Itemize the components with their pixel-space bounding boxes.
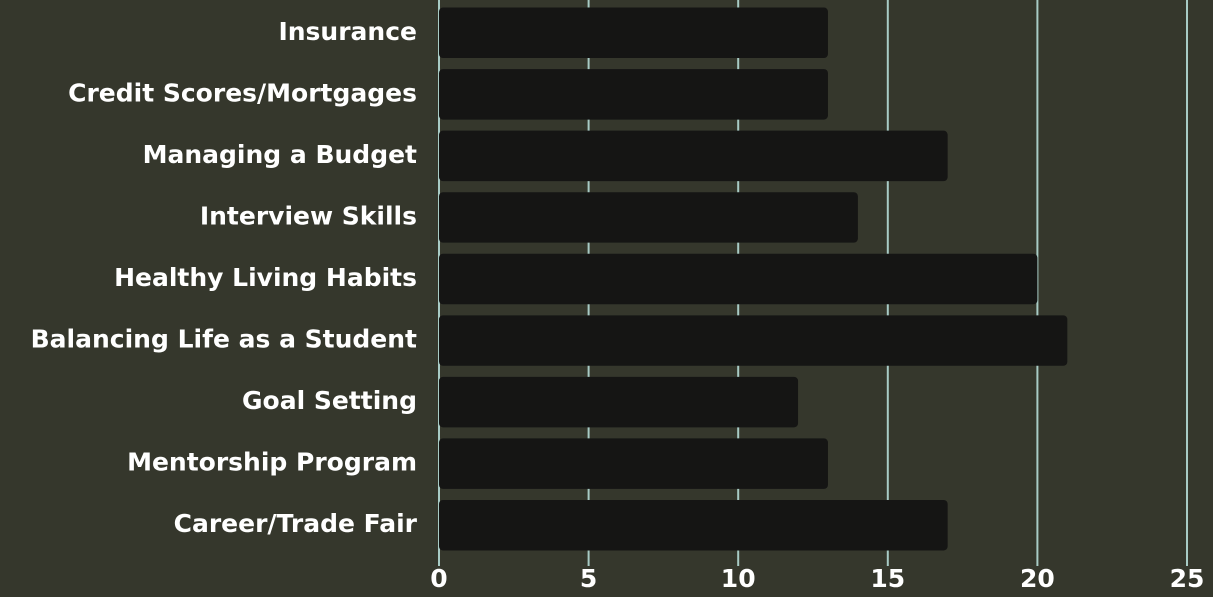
bar (439, 7, 828, 59)
bar (439, 192, 858, 243)
y-tick-label: Balancing Life as a Student (31, 325, 417, 354)
y-tick-label: Goal Setting (242, 386, 417, 415)
x-tick-label: 25 (1170, 564, 1205, 593)
bar (439, 253, 1038, 305)
bar (439, 130, 948, 182)
x-tick-label: 5 (580, 564, 597, 593)
y-tick-label: Managing a Budget (143, 140, 417, 169)
y-tick-label: Healthy Living Habits (114, 263, 417, 292)
bar (439, 69, 828, 120)
y-tick-label: Insurance (278, 17, 417, 46)
bar (439, 438, 828, 489)
bar (439, 376, 799, 428)
x-tick-label: 15 (870, 564, 905, 593)
y-tick-label: Interview Skills (200, 201, 417, 230)
y-tick-label: Mentorship Program (127, 448, 417, 477)
y-tick-label: Career/Trade Fair (174, 509, 418, 538)
x-tick-label: 10 (721, 564, 756, 593)
y-tick-label: Credit Scores/Mortgages (68, 78, 417, 107)
bar (439, 315, 1068, 366)
x-tick-label: 20 (1020, 564, 1055, 593)
x-tick-label: 0 (430, 564, 447, 593)
bar (439, 499, 948, 551)
